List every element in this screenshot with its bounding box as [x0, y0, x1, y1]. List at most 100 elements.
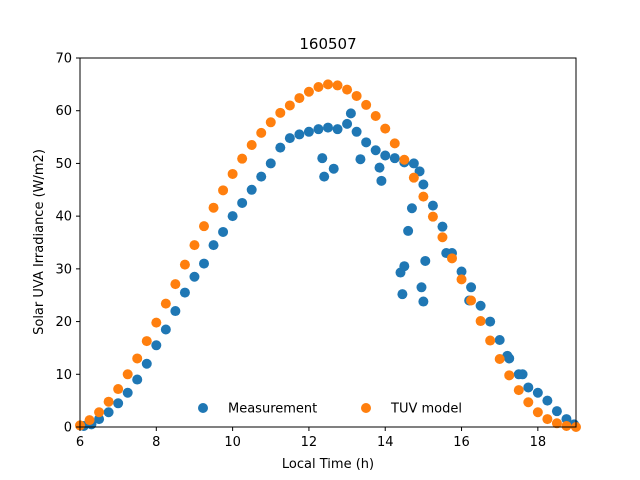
data-point	[170, 279, 181, 290]
data-point	[179, 287, 190, 298]
data-point	[389, 138, 400, 149]
data-point	[122, 369, 133, 380]
x-tick-label: 10	[224, 435, 241, 450]
data-point	[132, 353, 143, 364]
data-point	[466, 282, 477, 293]
data-point	[504, 370, 515, 381]
data-point	[237, 197, 248, 208]
data-point	[399, 154, 410, 165]
x-axis-label: Local Time (h)	[282, 457, 374, 472]
data-point	[160, 298, 171, 309]
data-point	[246, 184, 257, 195]
data-point	[561, 420, 572, 431]
data-point	[447, 253, 457, 264]
data-point	[170, 306, 181, 317]
data-point	[374, 162, 385, 173]
data-point	[208, 240, 219, 251]
data-point	[313, 124, 324, 135]
data-point	[418, 296, 429, 307]
data-point	[397, 289, 408, 300]
data-point	[370, 145, 381, 156]
x-tick-label: 12	[301, 435, 318, 450]
data-point	[313, 81, 324, 92]
data-point	[284, 100, 295, 111]
data-point	[420, 255, 431, 266]
data-point	[414, 166, 425, 177]
data-point	[351, 126, 362, 137]
data-point	[542, 414, 553, 425]
legend-label: TUV model	[390, 402, 462, 417]
data-point	[416, 282, 427, 293]
y-axis: 0 10 20 30 40 50 60 70	[55, 52, 80, 436]
plot-frame-background	[80, 58, 576, 427]
data-point	[561, 414, 572, 425]
data-point	[141, 358, 152, 369]
x-tick-label: 14	[377, 435, 394, 450]
data-point	[466, 295, 477, 306]
data-point	[456, 266, 467, 277]
data-point	[294, 93, 305, 104]
data-point	[437, 221, 448, 232]
data-point	[332, 124, 343, 135]
data-point	[427, 211, 438, 222]
data-point	[323, 79, 333, 90]
data-point	[218, 226, 229, 237]
chart-title: 160507	[299, 35, 356, 53]
data-point	[218, 185, 229, 196]
data-point	[189, 271, 200, 282]
data-point	[256, 171, 267, 182]
data-point	[151, 317, 162, 328]
y-tick-label: 10	[55, 368, 72, 383]
data-point	[256, 127, 267, 138]
plot-frame	[79, 57, 577, 428]
data-point	[246, 139, 257, 150]
data-point	[380, 150, 391, 161]
data-point	[342, 118, 353, 129]
data-point	[94, 407, 105, 418]
data-point	[275, 107, 286, 118]
data-point	[265, 158, 276, 169]
data-point	[332, 80, 343, 91]
data-point	[113, 384, 124, 395]
data-point	[303, 86, 314, 97]
data-point	[227, 211, 238, 222]
data-point	[237, 153, 248, 164]
series-layer	[75, 79, 581, 432]
data-point	[275, 142, 286, 153]
data-point	[494, 353, 505, 364]
y-tick-label: 0	[64, 421, 72, 436]
data-point	[122, 387, 133, 398]
data-point	[351, 90, 362, 101]
data-point	[418, 179, 429, 190]
y-tick-label: 60	[55, 104, 72, 119]
x-tick-label: 8	[152, 435, 160, 450]
data-point	[485, 316, 496, 327]
x-axis: 6 8 10 12 14 16 18	[76, 427, 546, 450]
y-tick-label: 40	[55, 210, 72, 225]
legend-marker	[198, 403, 208, 413]
data-point	[199, 258, 209, 269]
data-point	[319, 171, 330, 182]
data-point	[317, 153, 328, 164]
data-point	[294, 129, 305, 140]
data-point	[160, 324, 171, 335]
data-point	[389, 153, 400, 164]
data-point	[475, 300, 486, 311]
data-point	[485, 335, 496, 346]
data-point	[94, 414, 105, 425]
data-point	[523, 397, 534, 408]
data-point	[103, 407, 114, 418]
data-point	[408, 158, 419, 169]
data-point	[189, 240, 200, 251]
data-point	[132, 374, 143, 385]
series-tuv-model	[75, 79, 581, 432]
data-point	[376, 175, 387, 186]
y-tick-label: 50	[55, 157, 72, 172]
data-point	[227, 168, 238, 179]
data-point	[141, 336, 152, 347]
y-tick-label: 30	[55, 262, 72, 277]
data-point	[113, 398, 124, 409]
data-point	[517, 369, 528, 380]
data-point	[532, 407, 543, 418]
